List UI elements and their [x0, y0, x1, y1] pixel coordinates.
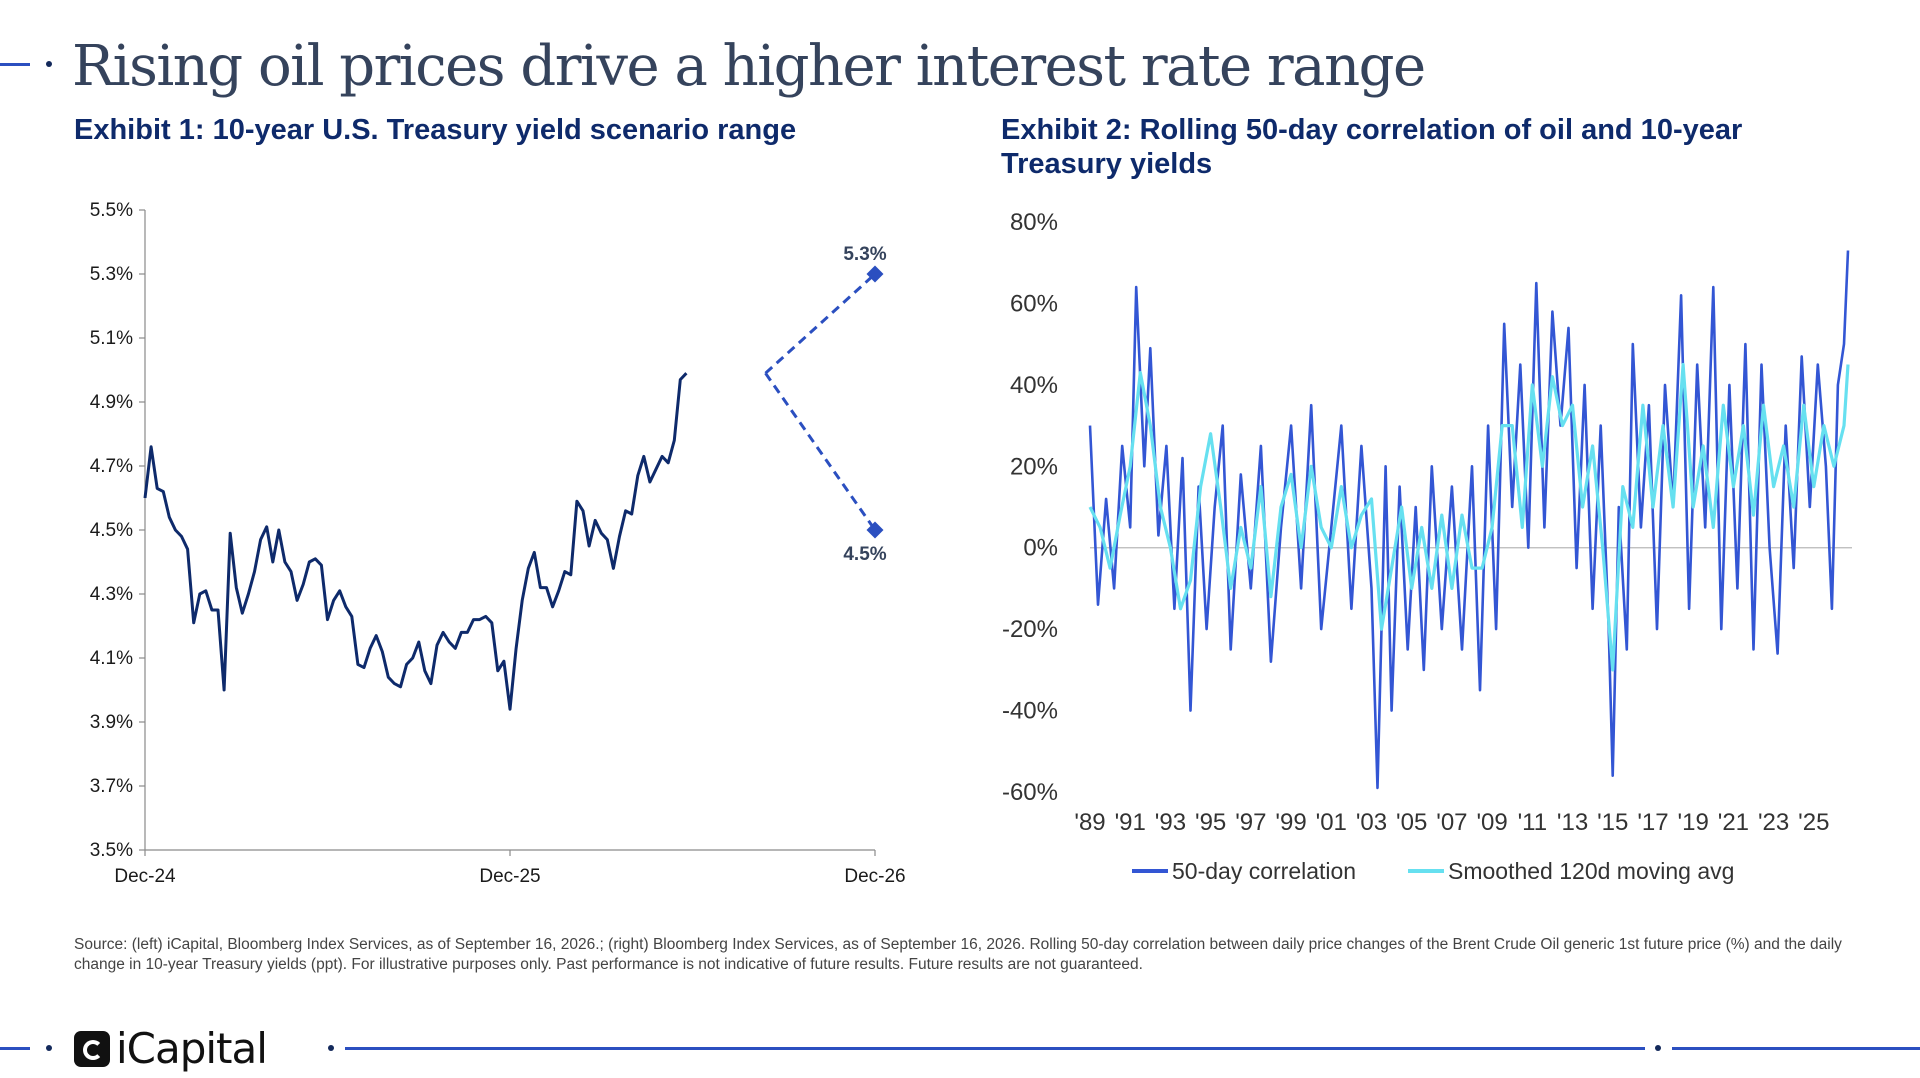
y-tick-label: 40% [1010, 372, 1058, 399]
legend-label-smoothed: Smoothed 120d moving avg [1448, 858, 1734, 884]
scenario-marker-high [866, 265, 884, 283]
x-tick-label: Dec-26 [844, 866, 905, 887]
x-tick-label: Dec-24 [114, 866, 176, 887]
y-tick-label: 0% [1023, 535, 1058, 562]
x-tick-label: '15 [1597, 809, 1628, 836]
x-tick-label: '03 [1356, 809, 1387, 836]
y-tick-label: 4.7% [90, 456, 133, 477]
x-tick-label: '19 [1678, 809, 1709, 836]
y-tick-label: 20% [1010, 453, 1058, 480]
footer-rule-main [345, 1047, 1645, 1050]
header-accent-dash [0, 63, 30, 66]
y-tick-label: 60% [1010, 290, 1058, 317]
exhibit-2-title: Exhibit 2: Rolling 50-day correlation of… [1001, 114, 1743, 180]
y-tick-label: 3.9% [90, 712, 133, 733]
exhibit-2-chart: 80% 60% 40% 20% 0% -20% -40% -60% '89 '91 '93 '95 '9… [1002, 209, 1852, 884]
x-tick-label: '91 [1115, 809, 1146, 836]
scenario-line-low [764, 372, 877, 531]
scenario-label-high: 5.3% [843, 244, 886, 265]
footer-rule-end [1672, 1047, 1920, 1050]
footer-accent-dot [46, 1045, 52, 1051]
exhibit-1-title: Exhibit 1: 10-year U.S. Treasury yield s… [74, 114, 797, 146]
y-tick-label: 4.5% [90, 520, 133, 541]
footer-dot-left [328, 1045, 334, 1051]
footer-dot-right [1655, 1045, 1661, 1051]
x-tick-label: '89 [1074, 809, 1105, 836]
y-tick-label: 3.5% [90, 840, 133, 861]
x-tick-label: '21 [1718, 809, 1749, 836]
series-line-50-day-correlation [1088, 250, 1850, 790]
x-tick-label: '13 [1557, 809, 1588, 836]
x-tick-label: '07 [1436, 809, 1467, 836]
x-tick-label: Dec-25 [479, 866, 540, 887]
y-tick-label: 4.9% [90, 392, 133, 413]
x-tick-label: '01 [1316, 809, 1347, 836]
y-tick-label: 5.1% [90, 328, 133, 349]
page-title: Rising oil prices drive a higher interes… [72, 34, 1426, 99]
x-tick-label: '25 [1798, 809, 1829, 836]
y-tick-label: -20% [1002, 616, 1058, 643]
y-tick-label: 3.7% [90, 776, 133, 797]
x-tick-label: '05 [1396, 809, 1427, 836]
footer-accent-dash [0, 1047, 30, 1050]
x-tick-label: '99 [1275, 809, 1306, 836]
source-footnote: Source: (left) iCapital, Bloomberg Index… [74, 936, 1842, 973]
series-line-smoothed-avg [1088, 362, 1850, 672]
y-tick-label: 5.5% [90, 200, 133, 221]
icapital-logo-text: iCapital [116, 1024, 268, 1073]
exhibit-1-chart: 5.5% 5.3% 5.1% 4.9% 4.7% 4.5% 4.3% 4.1% 3.9% 3.7%… [90, 200, 906, 887]
y-tick-label: 5.3% [90, 264, 133, 285]
y-tick-label: 4.3% [90, 584, 133, 605]
x-tick-label: '23 [1758, 809, 1789, 836]
header-accent-dot [46, 61, 52, 67]
scenario-line-high [764, 272, 877, 375]
y-tick-label: 4.1% [90, 648, 133, 669]
y-tick-label: -60% [1002, 779, 1058, 806]
x-tick-label: '95 [1195, 809, 1226, 836]
y-tick-label: -40% [1002, 698, 1058, 725]
y-tick-label: 80% [1010, 209, 1058, 236]
x-tick-label: '17 [1637, 809, 1668, 836]
icapital-logo-mark-icon [74, 1031, 110, 1067]
x-tick-label: '93 [1155, 809, 1186, 836]
x-tick-label: '09 [1476, 809, 1507, 836]
x-tick-label: '97 [1235, 809, 1266, 836]
legend-label-correlation: 50-day correlation [1172, 858, 1356, 884]
x-tick-label: '11 [1518, 809, 1548, 836]
scenario-marker-low [866, 521, 884, 539]
icapital-logo: iCapital [74, 1024, 268, 1073]
scenario-label-low: 4.5% [843, 544, 886, 565]
series-line-treasury-yield [143, 372, 688, 711]
